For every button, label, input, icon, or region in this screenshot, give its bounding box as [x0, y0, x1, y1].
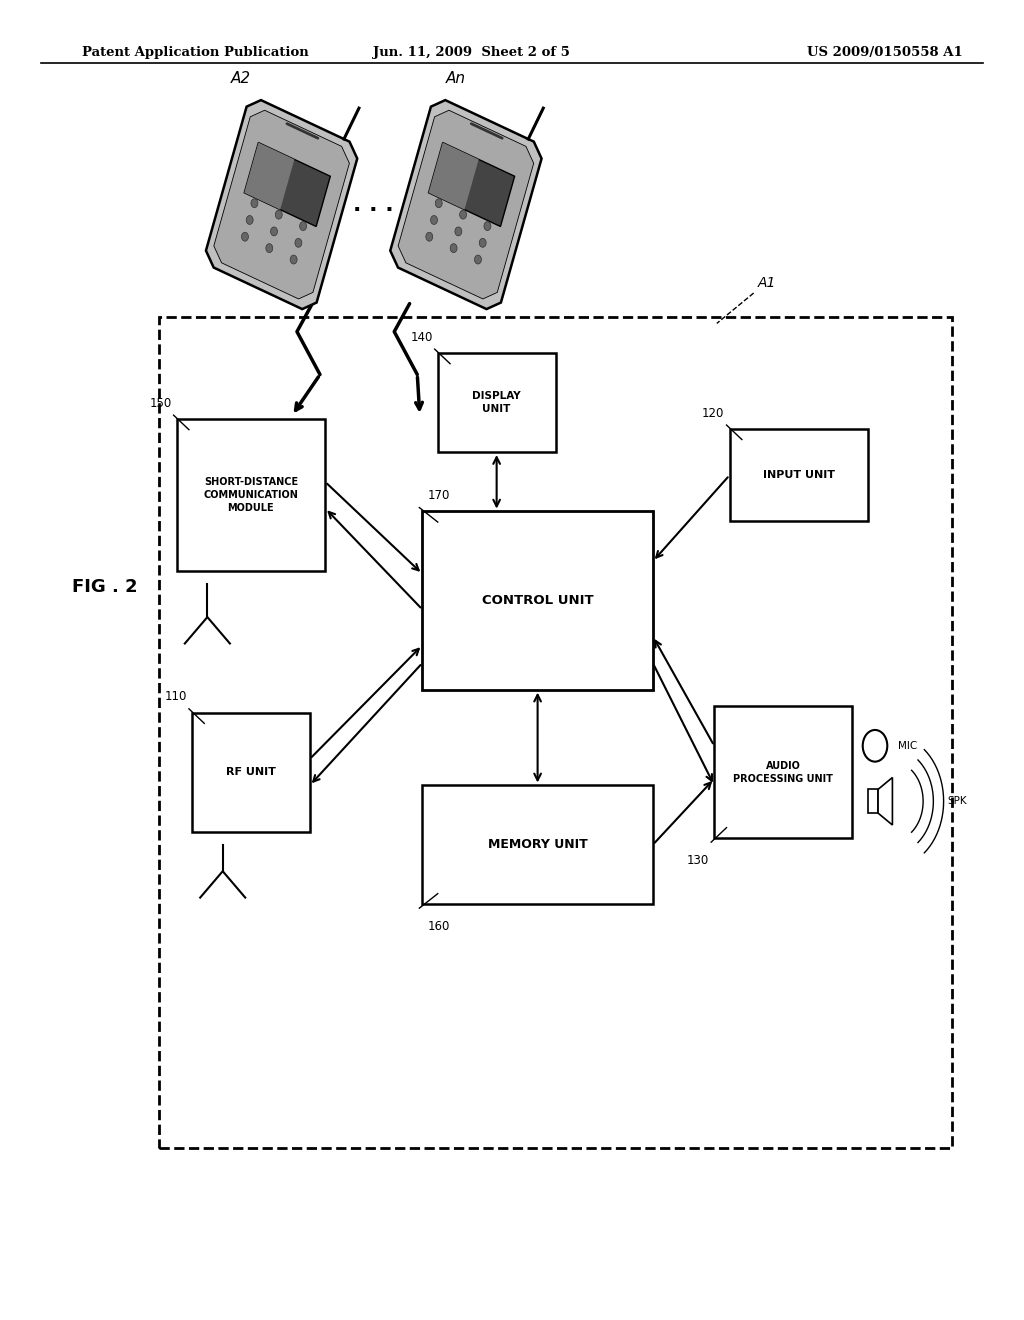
Circle shape	[426, 232, 433, 242]
Circle shape	[300, 222, 306, 231]
Bar	[715, 706, 852, 838]
Circle shape	[275, 210, 283, 219]
Polygon shape	[244, 143, 331, 227]
Text: 120: 120	[702, 407, 725, 420]
Text: MIC: MIC	[897, 741, 916, 751]
Polygon shape	[428, 143, 515, 227]
Circle shape	[266, 244, 272, 252]
Text: 110: 110	[165, 690, 186, 704]
Polygon shape	[868, 789, 879, 813]
Circle shape	[479, 239, 486, 247]
Circle shape	[246, 215, 253, 224]
Text: . . .: . . .	[353, 194, 394, 215]
Circle shape	[251, 199, 258, 207]
Circle shape	[862, 730, 887, 762]
Text: 130: 130	[687, 854, 709, 867]
Polygon shape	[206, 100, 357, 309]
Text: MEMORY UNIT: MEMORY UNIT	[487, 838, 588, 851]
Circle shape	[290, 255, 297, 264]
Circle shape	[430, 215, 437, 224]
Text: An: An	[445, 71, 466, 86]
Text: AUDIO
PROCESSING UNIT: AUDIO PROCESSING UNIT	[733, 760, 834, 784]
Text: RF UNIT: RF UNIT	[226, 767, 275, 777]
Circle shape	[270, 227, 278, 236]
Polygon shape	[214, 111, 349, 298]
Text: DISPLAY
UNIT: DISPLAY UNIT	[472, 392, 521, 413]
Circle shape	[455, 227, 462, 236]
Circle shape	[460, 210, 467, 219]
Text: SPK: SPK	[948, 796, 968, 807]
Circle shape	[474, 255, 481, 264]
Bar	[729, 429, 868, 521]
Text: US 2009/0150558 A1: US 2009/0150558 A1	[807, 46, 963, 59]
Bar	[193, 713, 309, 832]
Polygon shape	[390, 100, 542, 309]
Text: 160: 160	[428, 920, 450, 933]
Text: Patent Application Publication: Patent Application Publication	[82, 46, 308, 59]
Polygon shape	[244, 143, 294, 210]
Text: INPUT UNIT: INPUT UNIT	[763, 470, 835, 480]
Bar	[438, 354, 555, 451]
Text: CONTROL UNIT: CONTROL UNIT	[481, 594, 594, 607]
Circle shape	[435, 199, 442, 207]
Bar	[423, 785, 653, 904]
Circle shape	[295, 239, 302, 247]
Bar	[159, 317, 952, 1148]
Bar	[423, 511, 653, 689]
Polygon shape	[398, 111, 534, 298]
Text: 170: 170	[428, 490, 450, 502]
Bar	[176, 420, 326, 570]
Text: SHORT-DISTANCE
COMMUNICATION
MODULE: SHORT-DISTANCE COMMUNICATION MODULE	[204, 477, 298, 513]
Text: A2: A2	[230, 71, 251, 86]
Text: A1: A1	[758, 276, 776, 290]
Circle shape	[242, 232, 249, 242]
Text: 150: 150	[150, 397, 171, 409]
Text: 140: 140	[411, 331, 432, 343]
Text: FIG . 2: FIG . 2	[72, 578, 137, 597]
Polygon shape	[428, 143, 478, 210]
Polygon shape	[879, 777, 893, 825]
Circle shape	[451, 244, 457, 252]
Text: Jun. 11, 2009  Sheet 2 of 5: Jun. 11, 2009 Sheet 2 of 5	[373, 46, 569, 59]
Circle shape	[484, 222, 490, 231]
